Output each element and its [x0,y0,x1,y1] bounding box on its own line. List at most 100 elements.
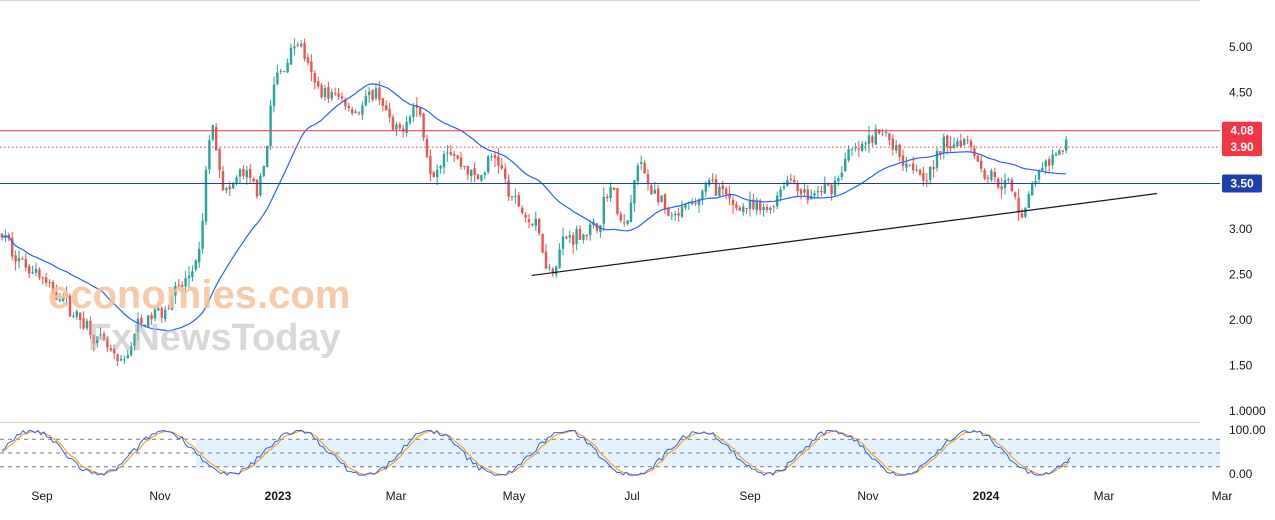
candle-body [201,220,204,249]
candle-body [170,296,174,310]
candle-body [837,178,840,182]
candle-body [364,96,367,106]
candle-body [249,169,252,178]
candle-body [728,193,731,199]
candle-body [123,359,126,361]
candle-body [725,188,728,195]
candle-body [694,202,697,204]
candle-body [174,285,177,296]
candle-body [45,277,48,283]
candle-body [963,138,966,146]
candle-body [232,182,235,189]
candle-body [534,218,537,227]
candle-body [561,236,565,249]
candle-body [1034,181,1037,183]
candle-body [289,47,293,65]
price-axis[interactable]: 5.004.504.003.503.002.502.001.501.0000 [1229,40,1266,418]
candle-body [646,174,650,185]
candle-body [136,318,140,333]
price-tick-label: 3.00 [1229,222,1253,236]
candle-body [514,196,517,198]
candle-body [704,183,707,192]
stochastic-panel: 100.00 0.00 [0,423,1266,481]
candle-body [429,155,432,175]
candle-body [408,117,412,123]
candle-body [238,169,242,177]
candle-body [286,62,289,73]
candle-body [191,271,194,278]
candle-body [255,179,259,197]
candle-body [357,112,361,114]
candle-body [334,93,337,95]
candle-body [215,127,218,151]
candle-body [1014,192,1017,197]
price-tags: 4.08 3.90 3.50 [1222,121,1262,193]
candle-body [796,183,799,192]
candle-body [72,315,75,317]
support-trendline [531,192,1158,277]
candle-body [344,99,347,107]
candle-body [976,155,979,162]
candle-body [555,266,558,275]
candle-body [1065,139,1068,151]
candle-body [582,234,585,240]
candle-body [330,92,333,99]
price-tick-label: 2.00 [1229,313,1253,327]
time-tick-label: May [503,489,526,503]
candle-body [181,285,184,287]
time-tick-label: Jul [624,489,639,503]
candle-body [789,178,792,180]
candle-body [653,189,656,194]
candle-body [663,194,667,210]
candle-body [310,61,313,73]
candle-body [708,180,711,186]
candle-body [633,180,636,204]
candle-body [1024,208,1027,217]
candle-body [765,206,769,211]
trendline [531,192,1158,277]
candle-body [126,355,129,359]
candle-body [602,196,605,224]
candle-body [262,166,265,176]
candle-body [361,105,364,115]
time-axis[interactable]: Sep Nov 2023 Mar May Jul Sep Nov 2024 Mar Mar [31,489,1232,503]
candle-body [293,46,296,49]
candle-body [150,315,153,320]
candle-body [300,43,303,47]
candle-body [884,132,888,134]
candle-body [391,116,395,131]
candle-body [466,166,469,175]
candle-body [1037,170,1041,180]
candle-body [245,170,248,178]
candle-body [327,86,330,99]
candle-body [242,169,245,176]
candlestick-series [0,38,1068,366]
candle-body [643,162,646,174]
candle-body [813,193,816,196]
candle-body [1007,178,1010,180]
candle-body [759,202,762,211]
candle-body [606,196,609,199]
candle-body [935,150,939,168]
time-tick-label: Sep [739,489,761,503]
candle-body [874,129,877,145]
candle-body [803,189,806,193]
candle-body [864,143,867,145]
candle-body [160,308,163,318]
candle-body [221,171,225,191]
candle-body [986,177,990,179]
candle-body [405,121,408,133]
price-tag-bg [1222,174,1262,193]
candle-body [629,202,633,223]
candle-body [204,169,208,222]
time-tick-label: Nov [149,489,170,503]
candle-body [296,44,299,46]
candle-body [1000,186,1003,190]
candle-body [419,108,422,116]
candle-body [456,155,459,159]
candle-body [317,81,320,87]
candle-body [847,149,850,161]
candle-body [949,146,952,149]
candle-body [980,160,983,169]
